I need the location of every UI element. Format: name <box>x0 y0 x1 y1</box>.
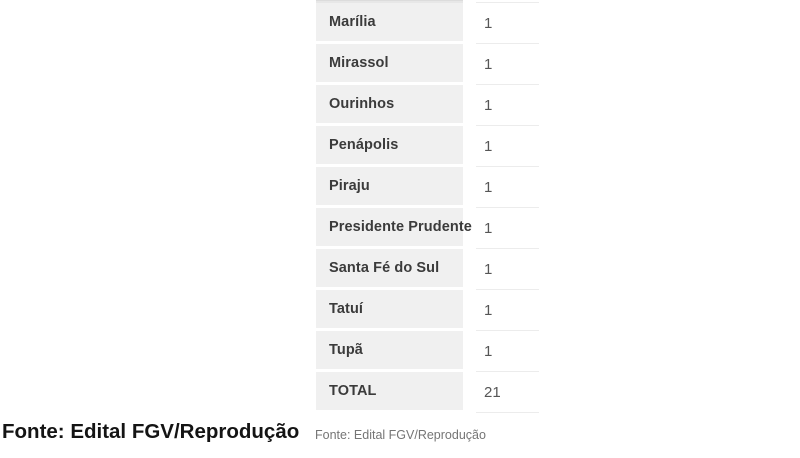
column-gap <box>463 85 476 126</box>
count-value: 1 <box>476 44 539 85</box>
article-source-caption: Fonte: Edital FGV/Reprodução <box>2 420 300 443</box>
city-label: Presidente Prudente <box>316 208 472 249</box>
column-gap <box>463 331 476 372</box>
table-source-caption: Fonte: Edital FGV/Reprodução <box>315 428 486 442</box>
city-label: Ourinhos <box>316 85 463 126</box>
table-row: Presidente Prudente 1 <box>316 208 539 249</box>
city-label: Mirassol <box>316 44 463 85</box>
clipped-previous-row <box>316 0 539 3</box>
count-value: 1 <box>476 126 539 167</box>
table-row: Ourinhos 1 <box>316 85 539 126</box>
column-gap <box>463 249 476 290</box>
column-gap <box>463 372 476 413</box>
column-gap <box>463 290 476 331</box>
total-label: TOTAL <box>316 372 463 413</box>
table-row: Tupã 1 <box>316 331 539 372</box>
table-row: Marília 1 <box>316 3 539 44</box>
count-value: 1 <box>476 249 539 290</box>
city-label: Marília <box>316 3 463 44</box>
clipped-label-cell <box>316 0 463 3</box>
column-gap <box>463 126 476 167</box>
count-value: 1 <box>476 3 539 44</box>
count-value: 1 <box>476 85 539 126</box>
column-gap <box>463 167 476 208</box>
city-label: Piraju <box>316 167 463 208</box>
table-row: Tatuí 1 <box>316 290 539 331</box>
count-value: 1 <box>476 167 539 208</box>
city-label: Santa Fé do Sul <box>316 249 463 290</box>
count-value: 1 <box>476 331 539 372</box>
column-gap <box>463 3 476 44</box>
column-gap <box>463 208 476 249</box>
table-row: Piraju 1 <box>316 167 539 208</box>
table-row-total: TOTAL 21 <box>316 372 539 413</box>
city-label: Tatuí <box>316 290 463 331</box>
total-value: 21 <box>476 372 539 413</box>
table-row: Mirassol 1 <box>316 44 539 85</box>
column-gap <box>463 44 476 85</box>
table-row: Santa Fé do Sul 1 <box>316 249 539 290</box>
count-value: 1 <box>476 290 539 331</box>
city-label: Penápolis <box>316 126 463 167</box>
clipped-value-cell <box>476 0 539 3</box>
city-label: Tupã <box>316 331 463 372</box>
table-row: Penápolis 1 <box>316 126 539 167</box>
count-value: 1 <box>476 208 539 249</box>
cities-count-table: Marília 1 Mirassol 1 Ourinhos 1 Penápoli… <box>316 0 539 413</box>
